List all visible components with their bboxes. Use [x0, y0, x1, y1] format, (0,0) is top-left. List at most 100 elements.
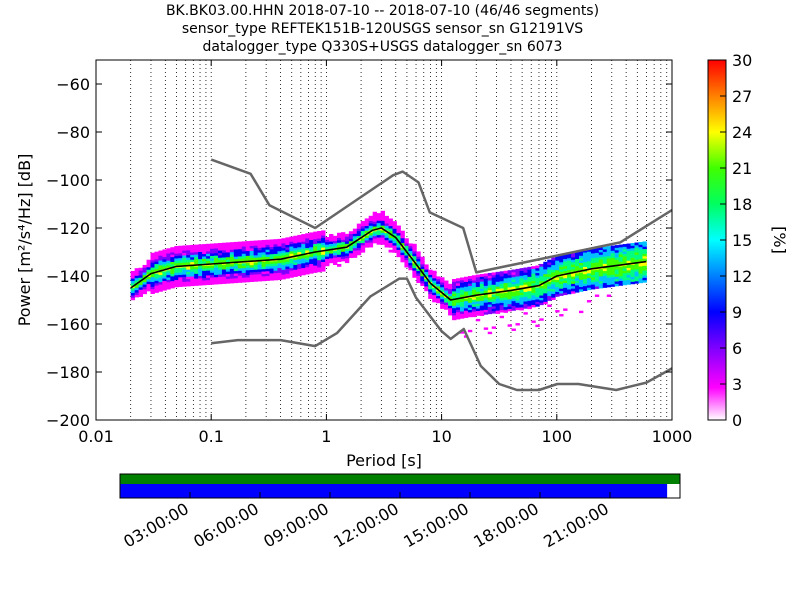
density-cell	[459, 279, 465, 283]
density-cell	[202, 277, 207, 281]
density-cell	[519, 272, 524, 276]
density-cell	[190, 280, 195, 284]
density-cell	[582, 273, 588, 277]
density-cell	[237, 258, 243, 262]
density-cell	[182, 255, 187, 258]
density-cell	[594, 259, 600, 263]
density-cell	[309, 258, 314, 262]
density-cell	[150, 274, 155, 278]
density-cell	[340, 256, 346, 259]
density-cell	[638, 265, 643, 269]
density-cell	[344, 257, 350, 261]
density-cell	[368, 244, 374, 248]
density-cell	[452, 290, 457, 294]
density-cell	[555, 265, 560, 268]
density-cell	[301, 238, 306, 242]
density-cell	[456, 280, 461, 284]
density-cell	[245, 262, 251, 266]
density-cell	[598, 268, 604, 272]
density-cell	[555, 267, 560, 271]
density-cell	[158, 279, 163, 283]
density-cell	[610, 281, 616, 285]
density-cell	[206, 265, 211, 269]
density-cell	[412, 274, 417, 278]
density-cell	[610, 260, 616, 263]
density-cell	[154, 275, 159, 279]
density-cell	[571, 261, 576, 265]
density-cell	[297, 268, 302, 272]
density-cell	[321, 237, 326, 241]
density-cell	[217, 271, 223, 275]
density-cell	[372, 223, 378, 227]
density-cell	[563, 265, 568, 269]
density-cell	[440, 298, 445, 302]
density-cell	[162, 287, 167, 291]
density-cell	[146, 281, 151, 285]
density-cell	[527, 298, 532, 301]
density-cell	[174, 274, 179, 278]
density-cell	[134, 292, 140, 295]
density-cell	[186, 273, 191, 277]
density-cell	[217, 281, 223, 285]
density-cell	[301, 260, 306, 264]
density-cell	[563, 280, 568, 284]
density-cell	[590, 265, 596, 268]
density-cell	[174, 253, 179, 257]
density-cell	[348, 250, 354, 254]
density-cell	[241, 262, 247, 266]
density-cell	[138, 286, 143, 290]
density-cell	[190, 256, 195, 260]
density-cell	[642, 241, 647, 245]
density-cell	[594, 283, 600, 287]
density-cell	[459, 287, 465, 290]
density-cell	[626, 255, 631, 259]
density-cell	[241, 274, 247, 278]
density-cell	[206, 275, 211, 278]
density-cell	[499, 271, 505, 275]
density-cell	[301, 248, 306, 252]
density-cell	[384, 232, 389, 236]
density-cell	[527, 276, 532, 280]
x-tick-label: 0.1	[198, 427, 223, 446]
density-cell	[499, 302, 505, 306]
density-cell	[372, 214, 378, 217]
density-cell	[523, 293, 528, 297]
density-cell	[523, 281, 528, 285]
density-cell	[436, 285, 441, 289]
density-cell	[428, 284, 433, 287]
density-cell	[467, 287, 473, 291]
density-cell	[360, 240, 366, 244]
density-cell	[194, 278, 199, 282]
density-cell	[515, 307, 520, 311]
density-cell	[233, 275, 239, 279]
density-cell	[281, 267, 286, 270]
density-cell	[598, 247, 604, 250]
density-cell	[535, 299, 540, 302]
density-cell	[475, 308, 481, 311]
density-cell	[626, 281, 631, 285]
density-cell	[265, 242, 270, 245]
density-cell	[388, 249, 393, 253]
density-cell	[154, 280, 159, 284]
density-cell	[309, 239, 314, 243]
density-cell	[380, 210, 385, 214]
density-cell	[364, 220, 370, 224]
density-cell	[515, 273, 520, 277]
density-cell	[380, 215, 385, 219]
density-cell	[194, 268, 199, 272]
density-cell	[503, 270, 508, 274]
density-cell	[364, 228, 370, 231]
density-cell	[499, 307, 505, 311]
density-cell	[333, 235, 338, 239]
density-cell	[277, 265, 282, 269]
density-cell	[253, 276, 259, 280]
density-cell	[372, 240, 378, 244]
density-cell	[142, 264, 147, 268]
density-cell	[186, 249, 191, 253]
density-cell	[400, 249, 405, 253]
density-cell	[241, 270, 247, 273]
density-cell	[598, 261, 604, 265]
density-cell	[396, 225, 401, 229]
density-cell	[134, 275, 140, 279]
